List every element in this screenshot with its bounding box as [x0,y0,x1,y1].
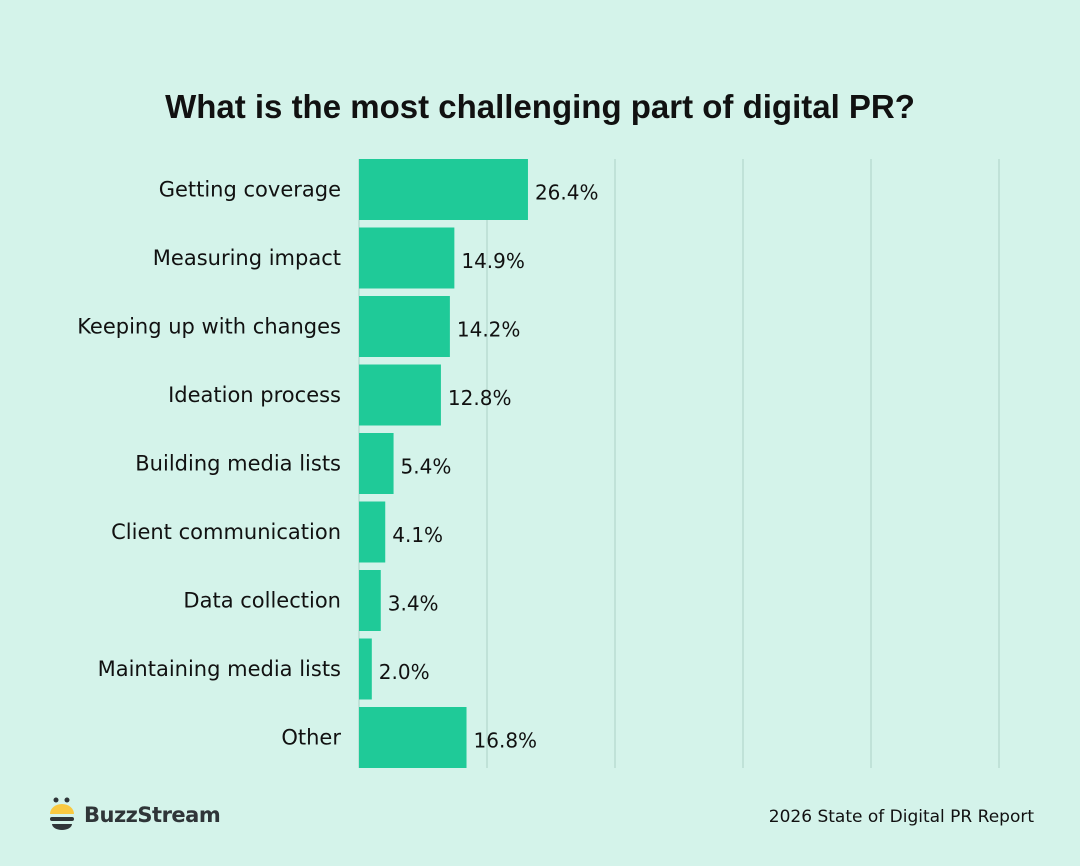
source-note: 2026 State of Digital PR Report [768,807,1034,827]
chart-title: What is the most challenging part of dig… [165,88,915,125]
category-label: Getting coverage [159,178,341,202]
category-label: Measuring impact [153,246,341,270]
category-label: Data collection [183,589,341,613]
category-label: Other [281,726,341,750]
data-label: 4.1% [392,523,443,547]
category-label: Keeping up with changes [77,315,341,339]
category-label: Ideation process [168,383,341,407]
data-label: 3.4% [388,592,439,616]
category-label: Building media lists [135,452,341,476]
data-label: 14.9% [461,249,525,273]
bar [359,638,372,700]
bar [359,570,381,631]
brand-name: BuzzStream [84,803,221,827]
bar [359,433,394,494]
bar [359,707,467,768]
bar [359,364,441,426]
bar [359,227,455,289]
category-label: Client communication [111,520,341,544]
bee-icon [50,797,74,830]
data-label: 16.8% [474,729,538,753]
data-label: 26.4% [535,181,599,205]
data-label: 12.8% [448,386,512,410]
bar [359,159,528,220]
buzzstream-logo: BuzzStream [48,797,221,833]
bar [359,296,450,357]
data-label: 5.4% [401,455,452,479]
data-label: 14.2% [457,318,521,342]
data-label: 2.0% [379,660,430,684]
category-label: Maintaining media lists [98,657,341,681]
bar [359,501,386,563]
